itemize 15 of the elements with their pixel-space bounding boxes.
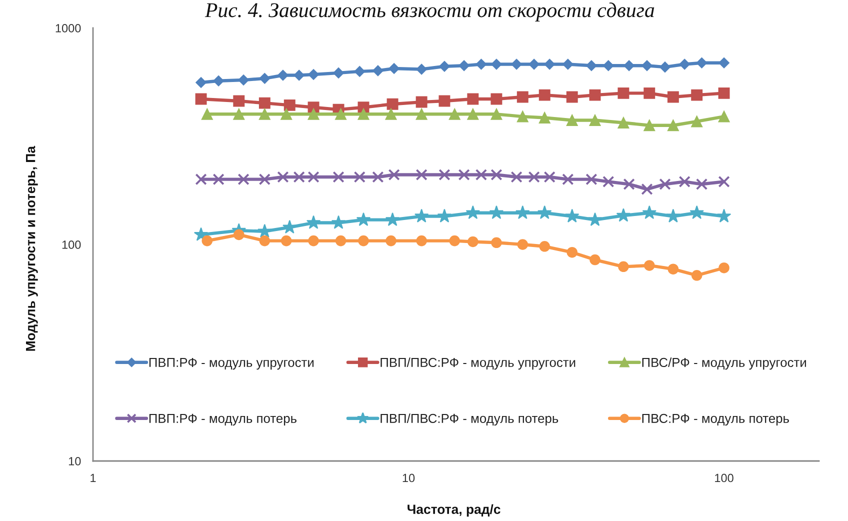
y-tick-label: 1000	[56, 24, 81, 32]
legend-label: ПВП:РФ - модуль потерь	[149, 414, 296, 426]
legend-label: ПВП/ПВС:РФ - модуль упругости	[380, 358, 576, 370]
y-axis-title: Модуль упругости и потерь, Па	[26, 146, 38, 351]
legend-label: ПВП/ПВС:РФ - модуль потерь	[380, 414, 558, 426]
y-tick-label: 100	[62, 240, 81, 249]
x-axis-title: Частота, рад/с	[408, 504, 500, 517]
legend-label: ПВС/РФ - модуль упругости	[642, 358, 806, 370]
x-tick-label: 1	[90, 474, 96, 482]
legend-label: ПВС:РФ - модуль потерь	[642, 414, 789, 426]
chart-title: Рис. 4. Зависимость вязкости от скорости сдвига	[204, 2, 654, 22]
legend-label: ПВП:РФ - модуль упругости	[149, 358, 314, 370]
x-tick-label: 10	[402, 474, 415, 482]
x-tick-label: 100	[715, 474, 734, 482]
y-tick-label: 10	[68, 457, 81, 466]
